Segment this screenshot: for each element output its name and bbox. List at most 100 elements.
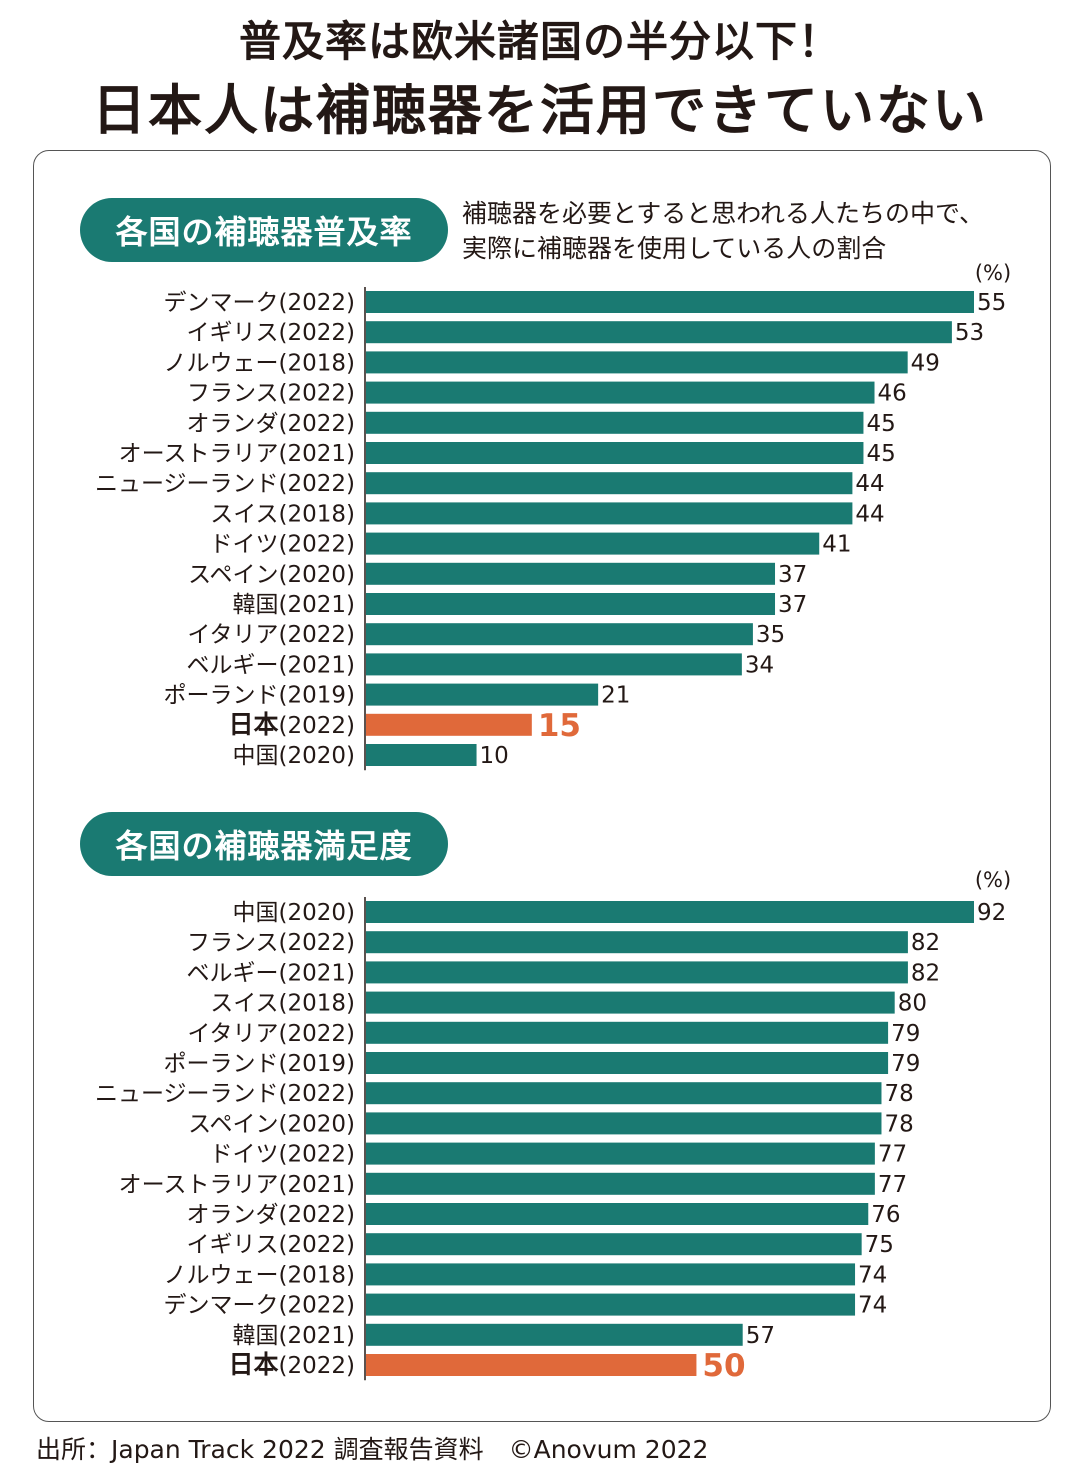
category-label: フランス(2022) [187, 381, 355, 407]
value-label: 55 [977, 290, 1006, 316]
value-label: 74 [858, 1262, 887, 1288]
category-label: ポーランド(2019) [164, 683, 355, 709]
category-label: フランス(2022) [187, 930, 355, 956]
bar [366, 1112, 882, 1135]
category-label: スイス(2018) [210, 991, 355, 1017]
bar [366, 683, 599, 706]
value-label: 53 [955, 320, 984, 346]
bar [366, 593, 776, 615]
category-label: ニュージーランド(2022) [95, 471, 355, 497]
bar [366, 472, 853, 495]
value-label: 82 [911, 930, 940, 956]
bar [366, 442, 864, 464]
category-label: オーストラリア(2021) [119, 441, 355, 467]
bar [366, 411, 864, 434]
value-label: 80 [898, 991, 927, 1017]
value-label-highlight: 15 [538, 708, 581, 744]
bar [366, 502, 853, 525]
bar [366, 321, 952, 344]
unit-label: (%) [975, 261, 1011, 285]
bar [366, 381, 875, 404]
category-label: オーストラリア(2021) [119, 1172, 355, 1198]
source-credit: 出所：Japan Track 2022 調査報告資料 ©Anovum 2022 [36, 1435, 709, 1464]
value-label: 79 [891, 1021, 920, 1047]
value-label: 37 [778, 562, 807, 588]
category-label: ベルギー(2021) [187, 652, 355, 678]
value-label: 34 [745, 652, 774, 678]
bar [366, 1052, 889, 1074]
bar [366, 991, 895, 1014]
category-label: イタリア(2022) [187, 622, 355, 648]
category-label: スペイン(2020) [188, 1111, 355, 1137]
bar [366, 1263, 856, 1286]
category-label: ドイツ(2022) [210, 532, 355, 558]
category-label: ベルギー(2021) [187, 960, 355, 986]
headline-line2: 日本人は補聴器を活用できていない [92, 79, 988, 142]
value-label: 77 [878, 1172, 907, 1198]
bar [366, 1021, 889, 1044]
bar [366, 1323, 743, 1346]
value-label: 44 [855, 501, 884, 527]
bar [366, 1142, 875, 1165]
satisfaction-bar-chart: (%) 中国(2020) 92 フランス(2022) 82 ベルギー(2021) 82 スイス… [95, 868, 1011, 1384]
category-label: イタリア(2022) [187, 1021, 355, 1047]
bar [366, 901, 974, 923]
bar [366, 623, 753, 646]
category-label: 中国(2020) [233, 900, 355, 926]
value-label: 76 [871, 1202, 900, 1228]
value-label: 44 [855, 471, 884, 497]
category-label: スペイン(2020) [188, 562, 355, 588]
bar [366, 961, 908, 984]
chart1-subtitle: 補聴器を必要とすると思われる人たちの中で、 実際に補聴器を使用している人の割合 [462, 196, 984, 266]
value-label: 78 [884, 1081, 913, 1107]
value-label: 45 [866, 411, 895, 437]
bar [366, 562, 776, 585]
chart2-title-pill: 各国の補聴器満足度 [80, 812, 448, 876]
value-label: 74 [858, 1293, 887, 1319]
headline-line1: 普及率は欧米諸国の半分以下！ [238, 17, 841, 66]
bar [366, 291, 974, 313]
category-label: ノルウェー(2018) [164, 1262, 355, 1288]
category-label: イギリス(2022) [187, 1232, 355, 1258]
value-label: 35 [756, 622, 785, 648]
category-label: スイス(2018) [210, 501, 355, 527]
bar [366, 1233, 862, 1256]
bar-highlight [366, 1354, 697, 1376]
category-label: 韓国(2021) [233, 1323, 355, 1349]
value-label: 46 [878, 381, 907, 407]
value-label: 78 [884, 1111, 913, 1137]
category-label: ノルウェー(2018) [164, 350, 355, 376]
value-label: 49 [911, 350, 940, 376]
bar [366, 653, 742, 676]
category-label: ドイツ(2022) [210, 1142, 355, 1168]
value-label: 82 [911, 960, 940, 986]
bar [366, 351, 908, 374]
bar [366, 1293, 856, 1316]
penetration-bar-chart: (%) デンマーク(2022) 55 イギリス(2022) 53 ノルウェー(2018) 4… [95, 261, 1011, 771]
bar [366, 1082, 882, 1105]
category-label: 日本(2022) [229, 710, 356, 739]
bar [366, 1172, 875, 1195]
value-label: 37 [778, 592, 807, 618]
value-label: 10 [480, 743, 509, 769]
value-label: 75 [865, 1232, 894, 1258]
category-label: オランダ(2022) [187, 411, 355, 437]
value-label: 79 [891, 1051, 920, 1077]
bar-highlight [366, 713, 532, 736]
category-label: 中国(2020) [233, 743, 355, 769]
category-label: 韓国(2021) [233, 592, 355, 618]
category-label: デンマーク(2022) [164, 290, 355, 316]
category-label: ポーランド(2019) [164, 1051, 355, 1077]
chart1-subtitle-line1: 補聴器を必要とすると思われる人たちの中で、 [462, 199, 985, 228]
bar [366, 1203, 869, 1225]
value-label-highlight: 50 [702, 1348, 745, 1384]
value-label: 92 [977, 900, 1006, 926]
unit-label: (%) [975, 868, 1011, 892]
chart1-title-pill: 各国の補聴器普及率 [80, 198, 448, 262]
value-label: 41 [822, 532, 851, 558]
category-label: オランダ(2022) [187, 1202, 355, 1228]
value-label: 57 [746, 1323, 775, 1349]
bar [366, 744, 477, 766]
category-label: デンマーク(2022) [164, 1293, 355, 1319]
chart1-subtitle-line2: 実際に補聴器を使用している人の割合 [462, 234, 887, 263]
